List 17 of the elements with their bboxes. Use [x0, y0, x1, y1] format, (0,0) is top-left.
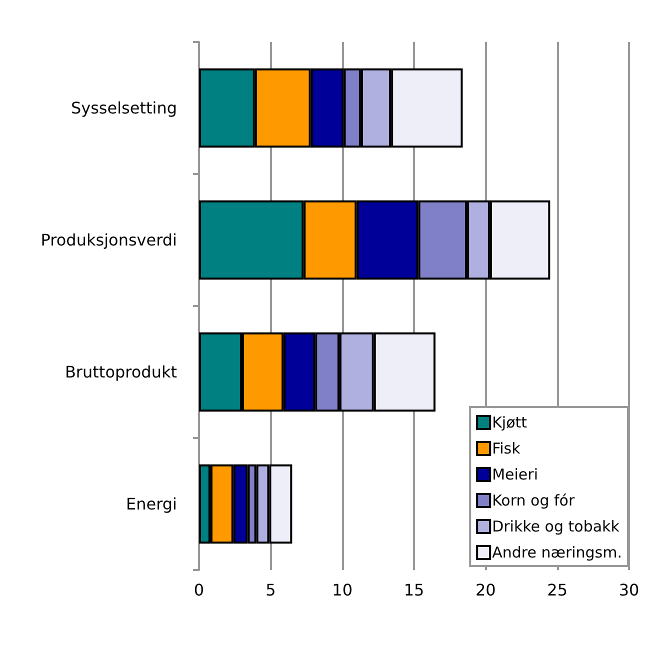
x-tick-label: 10 — [332, 580, 353, 600]
legend-label: Fisk — [492, 440, 521, 458]
y-tick-label: Bruttoprodukt — [64, 362, 177, 382]
x-tick-label: 30 — [618, 580, 640, 600]
y-tick-label: Produksjonsverdi — [40, 230, 177, 250]
legend-label: Korn og fór — [492, 492, 576, 510]
y-tick-label: Energi — [126, 494, 177, 514]
x-tick-label: 25 — [547, 580, 568, 600]
legend-label: Andre næringsm. — [492, 544, 622, 562]
legend-label: Drikke og tobakk — [492, 518, 620, 536]
legend-label: Meieri — [492, 466, 538, 484]
x-tick-label: 15 — [404, 580, 424, 600]
x-tick-label: 5 — [266, 580, 276, 600]
x-tick-label: 20 — [475, 580, 496, 600]
y-tick-label: Sysselsetting — [70, 98, 177, 118]
legend-label: Kjøtt — [492, 414, 528, 432]
x-tick-label: 0 — [194, 580, 204, 600]
